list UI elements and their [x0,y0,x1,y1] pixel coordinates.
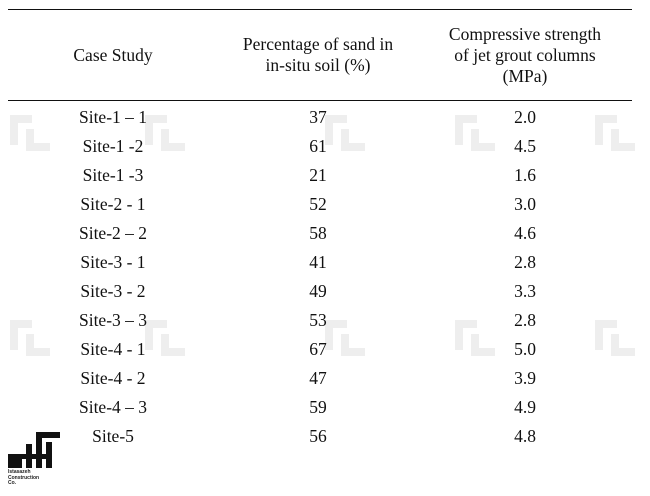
cell-sand: 49 [309,281,327,301]
cell-sand: 37 [309,107,327,127]
header-sand-percentage: Percentage of sand in in-situ soil (%) [218,10,418,101]
cell-sand: 53 [309,310,327,330]
cell-strength: 4.8 [514,426,536,446]
cell-case: Site-4 – 3 [78,397,148,417]
cell-sand: 47 [309,368,327,388]
cell-case: Site-5 [92,426,134,446]
table-row: Site-3 - 2 49 3.3 [8,277,632,306]
cell-case: Site-1 -3 [82,165,144,185]
table-header-row: Case Study Percentage of sand in in-situ… [8,9,632,101]
cell-strength: 5.0 [514,339,536,359]
cell-case: Site-1 -2 [82,136,144,156]
header-strength-line1: Compressive strength [448,23,602,44]
table-row: Site-2 – 2 58 4.6 [8,219,632,248]
table-row: Site-1 -3 21 1.6 [8,161,632,190]
cell-strength: 3.0 [514,194,536,214]
cell-sand: 52 [309,194,327,214]
cell-sand: 61 [309,136,327,156]
cell-case: Site-4 - 1 [80,339,146,359]
table-row: Site-4 - 1 67 5.0 [8,335,632,364]
cell-strength: 3.3 [514,281,536,301]
cell-sand: 67 [309,339,327,359]
header-compressive-strength: Compressive strength of jet grout column… [418,10,632,101]
logo-text-line1: Istasazeh [8,469,31,475]
cell-sand: 56 [309,426,327,446]
cell-case: Site-3 - 1 [80,252,146,272]
cell-case: Site-4 - 2 [80,368,146,388]
table-row: Site-4 – 3 59 4.9 [8,393,632,422]
istasazeh-logo-icon [8,432,60,468]
cell-sand: 41 [309,252,327,272]
cell-strength: 3.9 [514,368,536,388]
table-row: Site-1 – 1 37 2.0 [8,101,632,133]
table-row: Site-3 – 3 53 2.8 [8,306,632,335]
table-row: Site-4 - 2 47 3.9 [8,364,632,393]
cell-strength: 1.6 [514,165,536,185]
cell-sand: 21 [309,165,327,185]
cell-sand: 58 [309,223,327,243]
header-strength-line3: (MPa) [502,65,548,86]
header-strength-line2: of jet grout columns [454,44,596,65]
cell-case: Site-1 – 1 [78,107,148,127]
header-case-study: Case Study [8,10,218,101]
cell-strength: 2.8 [514,310,536,330]
cell-case: Site-2 - 1 [80,194,146,214]
cell-strength: 4.9 [514,397,536,417]
cell-strength: 4.5 [514,136,536,156]
header-sand-line2: in-situ soil (%) [265,55,371,75]
header-case-label: Case Study [73,44,153,65]
table-row: Site-1 -2 61 4.5 [8,132,632,161]
logo-text: Istasazeh Construction Co. [8,469,40,487]
cell-case: Site-3 – 3 [78,310,148,330]
data-table-container: Case Study Percentage of sand in in-situ… [8,9,632,451]
cell-case: Site-3 - 2 [80,281,146,301]
cell-strength: 2.0 [514,107,536,127]
cell-sand: 59 [309,397,327,417]
table-row: Site-5 56 4.8 [8,422,632,451]
cell-strength: 2.8 [514,252,536,272]
data-table: Case Study Percentage of sand in in-situ… [8,9,632,451]
table-row: Site-2 - 1 52 3.0 [8,190,632,219]
logo-text-line3: Co. [8,480,17,486]
table-row: Site-3 - 1 41 2.8 [8,248,632,277]
logo-text-line2: Construction [8,474,40,481]
cell-strength: 4.6 [514,223,536,243]
cell-case: Site-2 – 2 [78,223,148,243]
header-sand-line1: Percentage of sand in [242,34,394,54]
